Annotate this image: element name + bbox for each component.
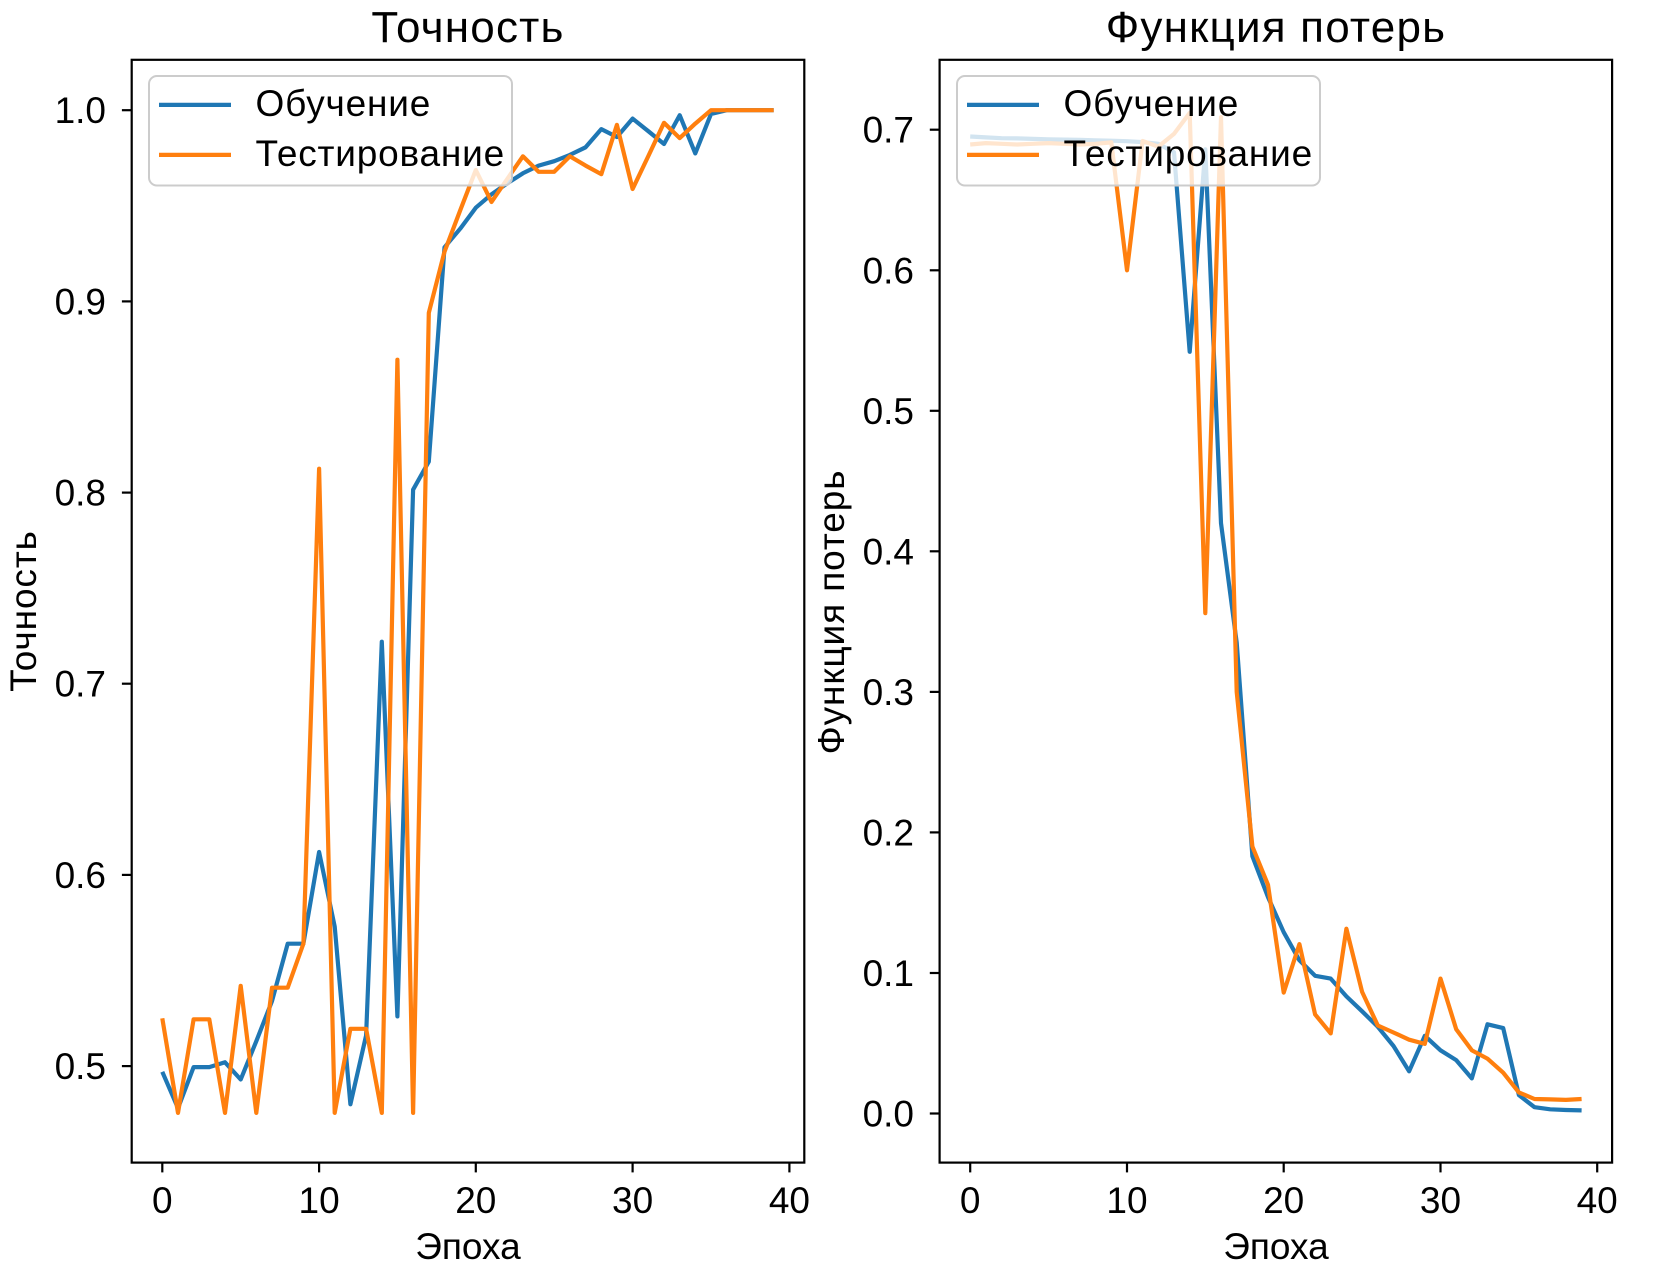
- svg-text:0.7: 0.7: [55, 664, 106, 705]
- svg-text:30: 30: [612, 1180, 653, 1221]
- svg-text:0.5: 0.5: [863, 391, 914, 432]
- svg-text:0.9: 0.9: [55, 281, 106, 322]
- svg-text:Точность: Точность: [3, 530, 44, 692]
- svg-text:Эпоха: Эпоха: [415, 1226, 521, 1267]
- svg-text:10: 10: [299, 1180, 340, 1221]
- svg-text:0.3: 0.3: [863, 672, 914, 713]
- svg-text:40: 40: [769, 1180, 810, 1221]
- svg-text:Точность: Точность: [371, 3, 564, 52]
- svg-text:Обучение: Обучение: [256, 83, 432, 124]
- svg-text:0.5: 0.5: [55, 1046, 106, 1087]
- svg-text:0.1: 0.1: [863, 953, 914, 994]
- svg-text:Эпоха: Эпоха: [1223, 1226, 1329, 1267]
- svg-text:1.0: 1.0: [55, 90, 106, 131]
- svg-text:0.8: 0.8: [55, 473, 106, 514]
- svg-text:30: 30: [1420, 1180, 1461, 1221]
- svg-text:0.6: 0.6: [863, 250, 914, 291]
- svg-text:20: 20: [1263, 1180, 1304, 1221]
- svg-text:10: 10: [1106, 1180, 1147, 1221]
- svg-text:Функция потерь: Функция потерь: [811, 470, 852, 755]
- svg-text:0.2: 0.2: [863, 812, 914, 853]
- svg-text:0.0: 0.0: [863, 1094, 914, 1135]
- svg-text:Функция потерь: Функция потерь: [1106, 3, 1446, 52]
- svg-text:0.6: 0.6: [55, 855, 106, 896]
- svg-text:20: 20: [455, 1180, 496, 1221]
- svg-text:0: 0: [960, 1180, 981, 1221]
- svg-text:40: 40: [1577, 1180, 1618, 1221]
- svg-text:0.7: 0.7: [863, 110, 914, 151]
- svg-text:Тестирование: Тестирование: [256, 133, 505, 174]
- svg-text:0: 0: [152, 1180, 173, 1221]
- svg-text:Тестирование: Тестирование: [1064, 133, 1313, 174]
- svg-text:0.4: 0.4: [863, 531, 914, 572]
- svg-text:Обучение: Обучение: [1064, 83, 1240, 124]
